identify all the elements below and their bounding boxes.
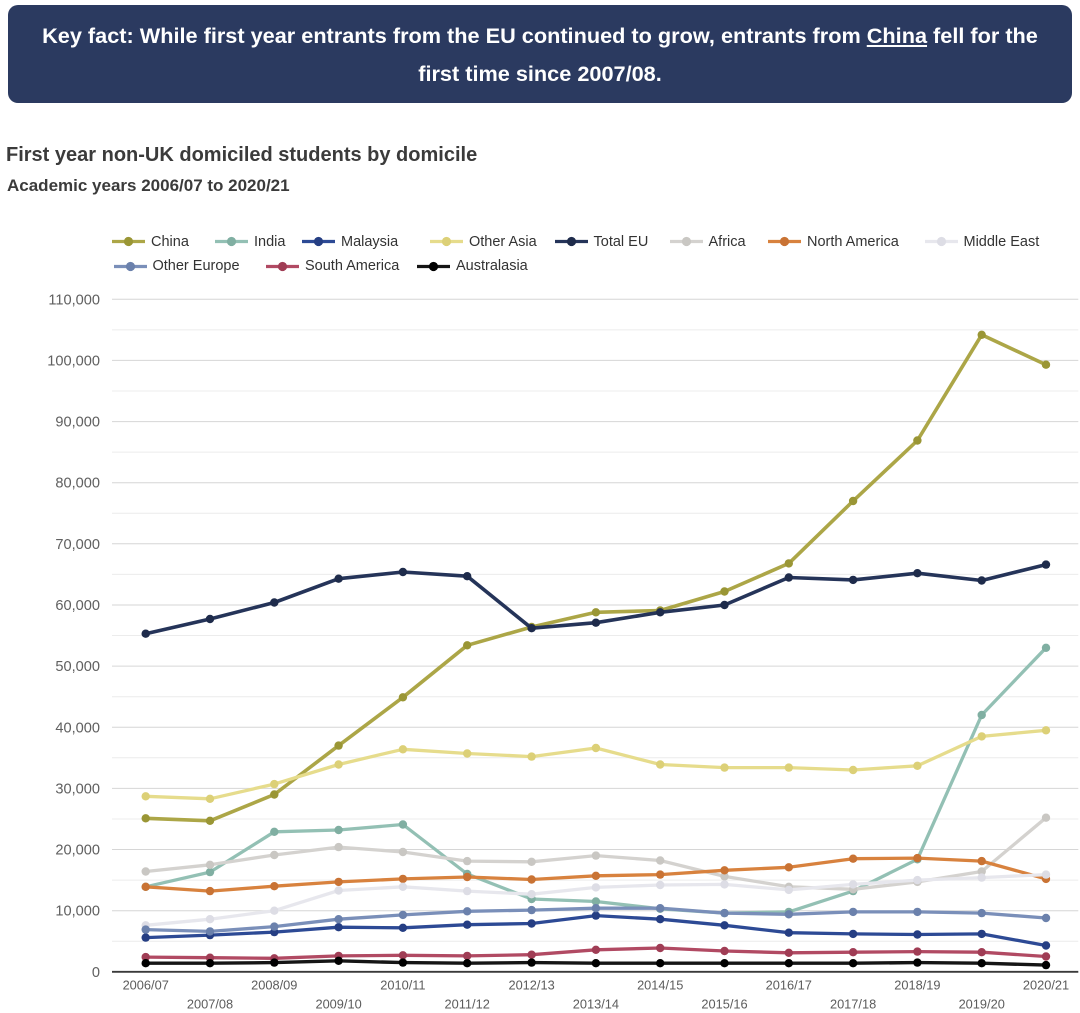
svg-text:2007/08: 2007/08 [187,997,233,1012]
svg-text:70,000: 70,000 [55,537,100,553]
svg-text:2019/20: 2019/20 [959,997,1005,1012]
svg-text:40,000: 40,000 [55,720,100,736]
svg-text:60,000: 60,000 [55,598,100,614]
svg-text:2009/10: 2009/10 [315,997,361,1012]
svg-text:2015/16: 2015/16 [701,997,747,1012]
svg-text:80,000: 80,000 [55,476,100,492]
svg-text:2012/13: 2012/13 [508,978,554,993]
svg-text:2016/17: 2016/17 [766,978,812,993]
svg-text:10,000: 10,000 [55,904,100,920]
svg-text:0: 0 [92,965,100,981]
svg-text:2014/15: 2014/15 [637,978,683,993]
svg-text:2011/12: 2011/12 [445,997,490,1012]
svg-text:90,000: 90,000 [55,415,100,431]
svg-text:2013/14: 2013/14 [573,997,619,1012]
svg-text:100,000: 100,000 [47,353,100,369]
svg-text:2008/09: 2008/09 [251,978,297,993]
svg-text:20,000: 20,000 [55,843,100,859]
svg-text:50,000: 50,000 [55,659,100,675]
svg-text:2006/07: 2006/07 [123,978,169,993]
svg-text:110,000: 110,000 [48,292,100,308]
svg-text:2017/18: 2017/18 [830,997,876,1012]
svg-text:2018/19: 2018/19 [894,978,940,993]
svg-text:30,000: 30,000 [55,781,100,797]
svg-text:2010/11: 2010/11 [380,978,425,993]
svg-text:2020/21: 2020/21 [1023,978,1069,993]
